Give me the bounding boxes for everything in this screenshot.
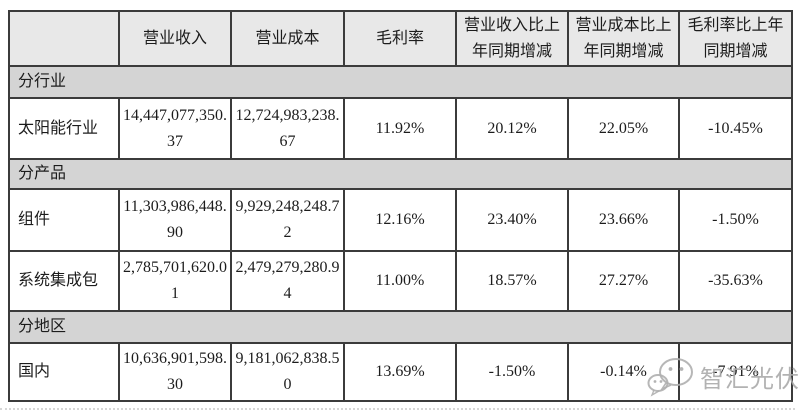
- cell-cost-yoy: 22.05%: [567, 97, 680, 160]
- section-label: 分地区: [8, 310, 793, 344]
- cell-margin: 11.92%: [343, 97, 457, 160]
- cell-revenue: 2,785,701,620.01: [118, 250, 232, 312]
- cell-margin-yoy: -7.91%: [678, 342, 793, 402]
- cell-cost-yoy: -0.14%: [567, 342, 680, 402]
- row-label: 组件: [8, 188, 120, 252]
- section-label: 分行业: [8, 65, 793, 99]
- header-cell-cost-yoy: 营业成本比上年同期增减: [567, 10, 680, 67]
- cell-cost-yoy: 27.27%: [567, 250, 680, 312]
- cell-margin-yoy: -35.63%: [678, 250, 793, 312]
- cell-cost: 12,724,983,238.67: [230, 97, 345, 160]
- row-label: 系统集成包: [8, 250, 120, 312]
- header-cell-empty: [8, 10, 120, 67]
- cell-margin-yoy: -1.50%: [678, 188, 793, 252]
- header-cell-margin: 毛利率: [343, 10, 457, 67]
- header-cell-revenue: 营业收入: [118, 10, 232, 67]
- financial-segment-table: 营业收入 营业成本 毛利率 营业收入比上年同期增减 营业成本比上年同期增减 毛利…: [8, 10, 793, 402]
- section-label: 分产品: [8, 158, 793, 190]
- section-row-by-product: 分产品: [8, 158, 793, 190]
- header-cell-cost: 营业成本: [230, 10, 345, 67]
- table-row-domestic: 国内 10,636,901,598.30 9,181,062,838.50 13…: [8, 342, 793, 402]
- cell-margin-yoy: -10.45%: [678, 97, 793, 160]
- cell-revenue-yoy: -1.50%: [455, 342, 569, 402]
- cell-cost: 9,181,062,838.50: [230, 342, 345, 402]
- header-cell-margin-yoy: 毛利率比上年同期增减: [678, 10, 793, 67]
- table-row-solar-industry: 太阳能行业 14,447,077,350.37 12,724,983,238.6…: [8, 97, 793, 160]
- table-row-modules: 组件 11,303,986,448.90 9,929,248,248.72 12…: [8, 188, 793, 252]
- header-cell-revenue-yoy: 营业收入比上年同期增减: [455, 10, 569, 67]
- table-header-row: 营业收入 营业成本 毛利率 营业收入比上年同期增减 营业成本比上年同期增减 毛利…: [8, 10, 793, 67]
- cell-margin: 13.69%: [343, 342, 457, 402]
- section-row-by-industry: 分行业: [8, 65, 793, 99]
- cell-cost-yoy: 23.66%: [567, 188, 680, 252]
- cell-revenue: 14,447,077,350.37: [118, 97, 232, 160]
- cell-revenue: 10,636,901,598.30: [118, 342, 232, 402]
- cell-revenue: 11,303,986,448.90: [118, 188, 232, 252]
- row-label: 国内: [8, 342, 120, 402]
- cell-cost: 2,479,279,280.94: [230, 250, 345, 312]
- row-label: 太阳能行业: [8, 97, 120, 160]
- cell-cost: 9,929,248,248.72: [230, 188, 345, 252]
- cell-revenue-yoy: 23.40%: [455, 188, 569, 252]
- section-row-by-region: 分地区: [8, 310, 793, 344]
- cell-margin: 11.00%: [343, 250, 457, 312]
- cell-revenue-yoy: 20.12%: [455, 97, 569, 160]
- cell-revenue-yoy: 18.57%: [455, 250, 569, 312]
- bottom-dotted-divider: [0, 408, 795, 410]
- cell-margin: 12.16%: [343, 188, 457, 252]
- table-row-system-integration: 系统集成包 2,785,701,620.01 2,479,279,280.94 …: [8, 250, 793, 312]
